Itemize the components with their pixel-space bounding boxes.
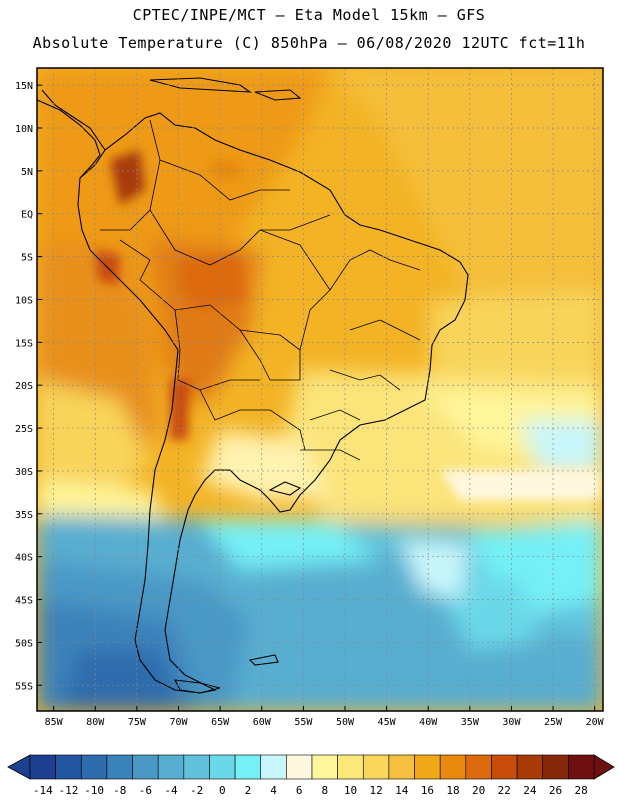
colorbar-label: 20 <box>472 784 485 797</box>
lon-tick-label: 50W <box>336 717 355 728</box>
colorbar-swatch <box>465 754 492 780</box>
lon-tick-label: 80W <box>86 717 105 728</box>
colorbar-label: -4 <box>164 784 178 797</box>
colorbar-swatch <box>439 754 467 780</box>
colorbar-label: -6 <box>139 784 152 797</box>
colorbar-label: -14 <box>33 784 53 797</box>
lon-tick-label: 55W <box>294 717 313 728</box>
lon-tick-label: 25W <box>544 717 563 728</box>
temperature-field <box>37 68 603 711</box>
colorbar-label: 0 <box>219 784 226 797</box>
colorbar-label: 28 <box>575 784 588 797</box>
caribbean-coast <box>41 89 106 151</box>
lon-tick-label: 65W <box>211 717 230 728</box>
colorbar-swatch <box>286 754 313 780</box>
lat-tick-label: 5N <box>21 167 33 178</box>
colorbar-swatch <box>234 754 262 780</box>
map-frame <box>36 67 604 712</box>
hispaniola-outline <box>254 89 302 101</box>
lat-tick-label: 45S <box>15 596 33 607</box>
colorbar-label: 26 <box>549 784 562 797</box>
colorbar-label: 22 <box>498 784 511 797</box>
colorbar-label: 14 <box>395 784 409 797</box>
colorbar-low-arrow <box>7 754 31 780</box>
lon-tick-label: 45W <box>378 717 397 728</box>
colorbar-label: 2 <box>245 784 252 797</box>
colorbar-label: -10 <box>84 784 104 797</box>
tierra-del-fuego <box>174 679 221 694</box>
colorbar-swatch <box>157 754 185 780</box>
lat-tick-label: EQ <box>21 210 33 221</box>
coastlines <box>37 77 469 694</box>
colorbar-label: 10 <box>344 784 357 797</box>
colorbar-label: 12 <box>369 784 382 797</box>
colorbar-label: -8 <box>113 784 126 797</box>
lat-tick-label: 10S <box>15 295 33 306</box>
colorbar-swatch <box>209 754 236 780</box>
colorbar-label: 16 <box>421 784 434 797</box>
colorbar-swatch <box>55 754 82 780</box>
rio-de-la-plata <box>268 481 302 496</box>
lat-tick-label: 55S <box>15 681 33 692</box>
colorbar-swatch <box>414 754 441 780</box>
colorbar-swatch <box>542 754 569 780</box>
graticule <box>37 68 603 711</box>
lon-tick-label: 35W <box>461 717 480 728</box>
lat-tick-label: 50S <box>15 638 33 649</box>
lon-tick-label: 40W <box>419 717 438 728</box>
colorbar-label: -2 <box>190 784 203 797</box>
colorbar-label: 24 <box>523 784 537 797</box>
lat-tick-label: 15N <box>15 81 33 92</box>
colorbar-high-arrow <box>593 754 615 780</box>
colorbar: -14 -12 -10 -8 -6 -4 -2 0 2 4 6 8 10 12 14 16 18 20 22 24 26… <box>7 754 615 797</box>
colorbar-label: -12 <box>59 784 79 797</box>
lat-tick-label: 15S <box>15 338 33 349</box>
colorbar-swatch <box>29 754 56 780</box>
colorbar-swatch <box>337 754 364 780</box>
colorbar-swatch <box>311 754 338 780</box>
longitude-axis: 85W 80W 75W 70W 65W 60W 55W 50W 45W 40W 35W 30W 25W 2… <box>45 706 605 728</box>
lat-tick-label: 10N <box>15 124 33 135</box>
lat-tick-label: 5S <box>21 253 33 264</box>
colorbar-swatch <box>260 754 287 780</box>
colorbar-swatch <box>568 754 595 780</box>
colorbar-swatch <box>183 754 210 780</box>
colorbar-label: 8 <box>322 784 329 797</box>
lon-tick-label: 75W <box>128 717 147 728</box>
colorbar-swatch <box>132 754 159 780</box>
lon-tick-label: 70W <box>169 717 188 728</box>
map-subtitle: Absolute Temperature (C) 850hPa – 06/08/… <box>32 34 586 52</box>
lat-tick-label: 35S <box>15 510 33 521</box>
colorbar-label: 4 <box>270 784 277 797</box>
map-title: CPTEC/INPE/MCT – Eta Model 15km – GFS <box>132 6 486 24</box>
lat-tick-label: 25S <box>15 424 33 435</box>
falklands-outline <box>248 654 279 666</box>
lon-tick-label: 60W <box>253 717 272 728</box>
latitude-axis: 15N 10N 5N EQ 5S 10S 15S 20S 25S 30S 35S 40S 45S 50S 5… <box>15 81 42 692</box>
lon-tick-label: 30W <box>502 717 521 728</box>
lon-tick-label: 20W <box>586 717 605 728</box>
colorbar-swatch <box>491 754 518 780</box>
colorbar-swatch <box>388 754 415 780</box>
lat-tick-label: 30S <box>15 467 33 478</box>
lat-tick-label: 40S <box>15 553 33 564</box>
colorbar-swatch <box>516 754 544 780</box>
colorbar-label: 6 <box>296 784 303 797</box>
colorbar-swatch <box>106 754 133 780</box>
south-america-outline <box>77 112 469 694</box>
colorbar-swatch <box>80 754 108 780</box>
lat-tick-label: 20S <box>15 381 33 392</box>
lon-tick-label: 85W <box>45 717 64 728</box>
cuba-outline <box>149 77 252 93</box>
colorbar-label: 18 <box>446 784 459 797</box>
colorbar-swatch <box>362 754 390 780</box>
